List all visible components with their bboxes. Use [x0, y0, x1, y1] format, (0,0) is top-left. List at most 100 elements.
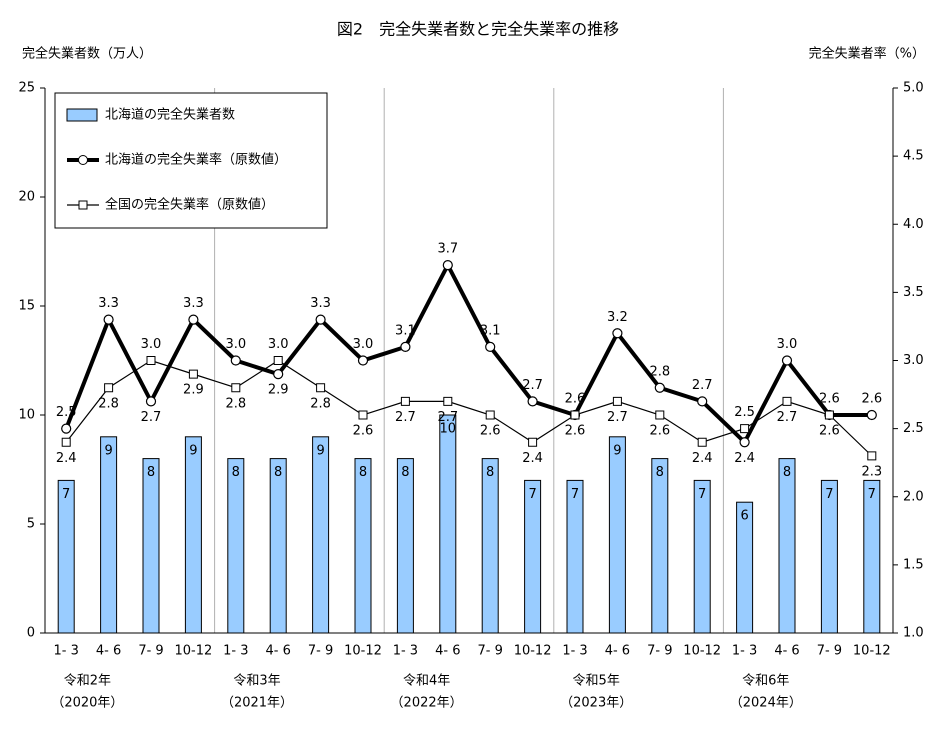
legend-label: 全国の完全失業率（原数値） — [105, 197, 274, 213]
marker — [781, 355, 793, 366]
bar-label: 8 — [147, 465, 155, 480]
line-label: 3.2 — [607, 310, 628, 325]
bar — [100, 436, 118, 634]
line — [64, 260, 872, 446]
bar-label: 7 — [825, 487, 833, 502]
year-sublabel: （2020年） — [51, 696, 123, 711]
year-label: 令和2年 — [64, 674, 111, 689]
marker — [231, 383, 241, 393]
bar-label: 8 — [401, 465, 409, 480]
x-tick-label: 7- 9 — [308, 644, 333, 659]
line-label: 2.8 — [98, 396, 119, 411]
x-tick-label: 4- 6 — [605, 644, 630, 659]
y2-tick-label: 3.0 — [903, 353, 924, 368]
x-tick-label: 10-12 — [683, 644, 721, 659]
legend-marker — [78, 155, 88, 165]
line-label: 3.0 — [353, 337, 374, 352]
line-label: 2.6 — [819, 392, 840, 407]
bar — [396, 458, 414, 634]
x-tick-label: 10-12 — [514, 644, 552, 659]
line-label: 2.7 — [522, 378, 543, 393]
marker — [230, 355, 241, 366]
marker — [782, 396, 792, 406]
legend-box — [54, 92, 328, 229]
line-label: 2.5 — [56, 405, 77, 420]
line-label: 2.8 — [310, 396, 331, 411]
x-tick-label: 7- 9 — [647, 644, 672, 659]
bar-label: 9 — [104, 443, 112, 458]
marker — [188, 314, 199, 325]
marker — [357, 355, 369, 366]
bar — [481, 458, 499, 634]
bar-label: 6 — [740, 509, 748, 524]
line-label: 3.0 — [777, 337, 798, 352]
marker — [697, 396, 708, 407]
line-label: 2.4 — [692, 451, 713, 466]
marker — [655, 410, 665, 420]
bar-label: 9 — [613, 443, 621, 458]
marker — [697, 437, 707, 447]
marker — [442, 260, 453, 271]
line-label: 2.5 — [734, 405, 755, 420]
x-tick-label: 4- 6 — [774, 644, 799, 659]
bar-label: 7 — [62, 487, 70, 502]
bar — [566, 479, 584, 634]
line-label: 2.8 — [649, 364, 670, 379]
marker — [61, 423, 72, 434]
y2-tick-label: 2.0 — [903, 489, 924, 504]
line-label: 2.8 — [225, 396, 246, 411]
marker — [485, 410, 495, 420]
line-label: 2.7 — [692, 378, 713, 393]
bar-label: 8 — [783, 465, 791, 480]
line-label: 3.3 — [98, 296, 119, 311]
bar — [693, 479, 711, 634]
marker — [316, 383, 326, 393]
bar-label: 7 — [698, 487, 706, 502]
x-tick-label: 7- 9 — [138, 644, 163, 659]
legend-marker — [78, 200, 88, 210]
y2-tick-label: 4.0 — [903, 217, 924, 232]
marker — [612, 396, 622, 406]
bar-label: 8 — [359, 465, 367, 480]
line-label: 3.0 — [225, 337, 246, 352]
line — [65, 359, 873, 457]
line-label: 2.9 — [183, 383, 204, 398]
bar-label: 9 — [316, 443, 324, 458]
legend-label: 北海道の完全失業率（原数値） — [105, 152, 287, 168]
line-label: 2.7 — [395, 410, 416, 425]
legend-swatch — [66, 108, 98, 122]
bar — [778, 458, 796, 634]
marker — [145, 396, 157, 407]
marker — [61, 437, 71, 447]
x-tick-label: 4- 6 — [96, 644, 121, 659]
y2-tick-label: 4.5 — [903, 149, 924, 164]
line-label: 2.6 — [565, 392, 586, 407]
y-tick-label: 25 — [18, 81, 35, 96]
x-tick-label: 10-12 — [853, 644, 891, 659]
y2-tick-label: 1.5 — [903, 557, 924, 572]
line-label: 2.6 — [819, 424, 840, 439]
bar — [57, 479, 75, 634]
bar — [863, 479, 881, 634]
line-label: 3.1 — [395, 323, 416, 338]
year-label: 令和6年 — [742, 674, 789, 689]
bar-label: 10 — [440, 422, 457, 437]
marker — [315, 314, 326, 325]
line-label: 2.6 — [565, 424, 586, 439]
year-sublabel: （2021年） — [221, 696, 293, 711]
line-label: 2.4 — [522, 451, 543, 466]
y2-tick-label: 2.5 — [903, 421, 924, 436]
year-sublabel: （2022年） — [391, 696, 463, 711]
x-tick-label: 4- 6 — [266, 644, 291, 659]
line-label: 2.7 — [607, 410, 628, 425]
bar-label: 8 — [656, 465, 664, 480]
bar-label: 7 — [528, 487, 536, 502]
marker — [485, 341, 496, 352]
marker — [104, 383, 114, 393]
year-label: 令和5年 — [573, 674, 620, 689]
marker — [740, 424, 750, 434]
bar — [608, 436, 626, 634]
y-axis-title: 完全失業者数（万人） — [22, 46, 152, 62]
